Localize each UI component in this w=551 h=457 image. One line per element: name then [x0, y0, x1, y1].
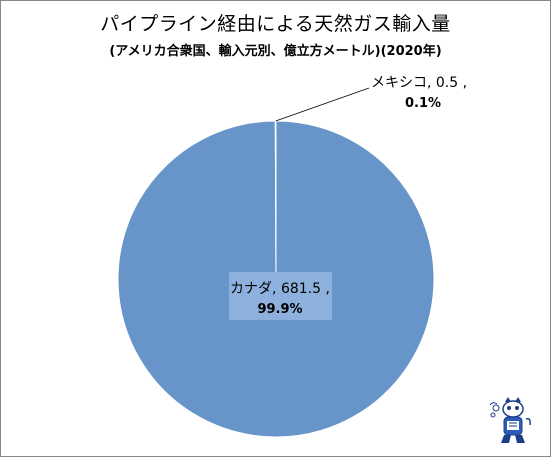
canada-data-label: カナダ, 681.5 , — [230, 281, 330, 297]
chart-subtitle: (アメリカ合衆国、輸入元別、億立方メートル)(2020年) — [109, 44, 442, 59]
chart-title: パイプライン経由による天然ガス輸入量 — [100, 13, 451, 35]
mascot-icon — [489, 397, 531, 443]
mexico-data-label: メキシコ, 0.5 , — [371, 75, 467, 91]
mexico-leader-line — [275, 87, 370, 122]
canada-label-box — [229, 272, 332, 320]
canada-percent-label: 99.9% — [257, 302, 302, 317]
mexico-percent-label: 0.1% — [405, 96, 441, 111]
